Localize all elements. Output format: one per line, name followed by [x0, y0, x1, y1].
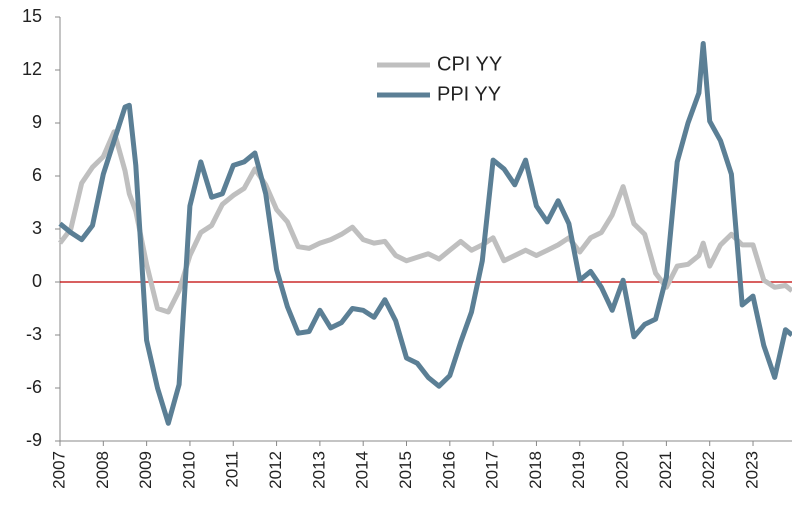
y-tick-label: -3 [26, 324, 42, 344]
y-tick-label: 9 [32, 112, 42, 132]
x-tick-label: 2019 [569, 451, 588, 489]
line-series [58, 129, 792, 315]
y-tick-label: 3 [32, 218, 42, 238]
x-tick-label: 2014 [353, 451, 372, 489]
x-tick-label: 2013 [309, 451, 328, 489]
x-tick-label: 2016 [439, 451, 458, 489]
x-tick-label: 2008 [93, 451, 112, 489]
line-series [58, 41, 792, 426]
x-tick-label: 2020 [613, 451, 632, 489]
legend-label: PPI YY [437, 83, 501, 105]
x-tick-label: 2023 [743, 451, 762, 489]
x-tick-label: 2022 [699, 451, 718, 489]
legend-label: CPI YY [437, 53, 502, 75]
legend-box [345, 45, 540, 111]
y-tick-label: 6 [32, 165, 42, 185]
y-tick-label: 15 [22, 6, 42, 26]
x-tick-label: 2018 [526, 451, 545, 489]
x-tick-label: 2017 [483, 451, 502, 489]
x-tick-label: 2021 [656, 451, 675, 489]
x-tick-label: 2011 [223, 451, 242, 488]
y-tick-label: -6 [26, 377, 42, 397]
x-tick-label: 2007 [49, 451, 68, 489]
x-tick-label: 2012 [266, 451, 285, 489]
x-tick-label: 2010 [179, 451, 198, 489]
y-tick-label: 12 [22, 59, 42, 79]
x-tick-label: 2015 [396, 451, 415, 489]
x-tick-label: 2009 [136, 451, 155, 489]
y-tick-label: -9 [26, 430, 42, 450]
y-tick-label: 0 [32, 271, 42, 291]
